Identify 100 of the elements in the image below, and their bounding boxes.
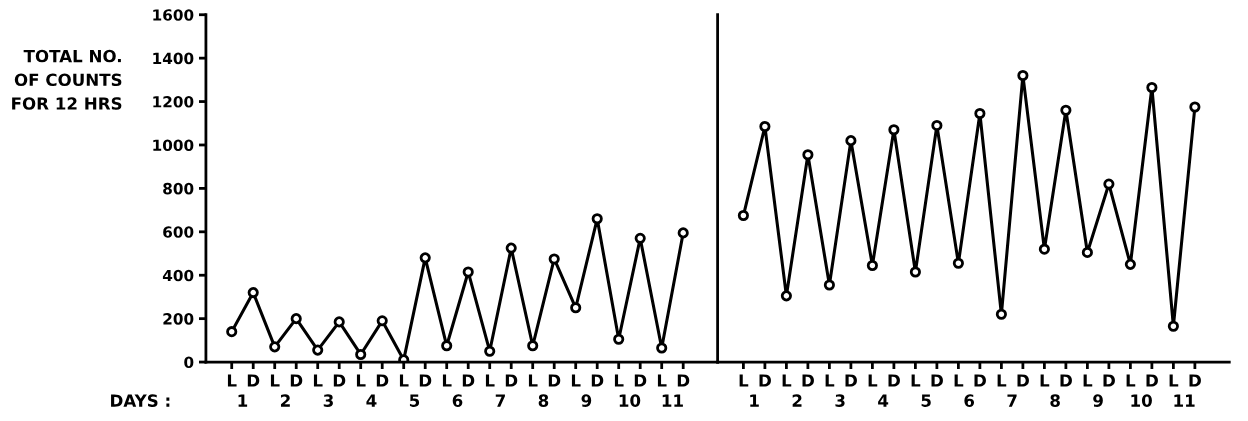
- point: [634, 232, 646, 244]
- x-tick-label: L: [911, 374, 921, 387]
- text: 2: [792, 394, 802, 407]
- x-tick-label: L: [614, 374, 624, 387]
- text: 9: [1093, 394, 1103, 407]
- point: [737, 209, 749, 222]
- point: [1189, 101, 1201, 113]
- point: [759, 120, 771, 133]
- text: 7: [1007, 394, 1017, 407]
- point: [780, 290, 792, 302]
- text: 1: [750, 394, 759, 407]
- point: [1124, 258, 1136, 270]
- point: [931, 119, 943, 131]
- x-tick-label: L: [657, 374, 667, 387]
- point: [484, 345, 496, 357]
- x-tick-label: L: [1083, 374, 1093, 387]
- x-tick-label: L: [270, 374, 280, 387]
- x-tick-label: D: [677, 374, 690, 387]
- point: [823, 279, 835, 291]
- point: [845, 135, 857, 147]
- point: [802, 149, 814, 161]
- x-tick-label: L: [739, 374, 749, 387]
- text: 8: [1050, 394, 1060, 407]
- text: 11: [1174, 394, 1195, 407]
- y-tick-label: 1600: [153, 9, 194, 21]
- point: [909, 266, 921, 278]
- x-tick-label: L: [399, 374, 409, 387]
- text: 9: [581, 394, 592, 407]
- y-tick-label: 1400: [153, 52, 194, 65]
- text: 10: [1131, 394, 1152, 407]
- x-tick-label: D: [931, 374, 943, 387]
- x-tick-label: D: [759, 374, 771, 387]
- x-tick-label: L: [782, 374, 792, 387]
- x-tick-label: L: [485, 374, 495, 387]
- x-tick-label: D: [1146, 374, 1158, 387]
- point: [952, 257, 964, 269]
- text: 5: [921, 394, 931, 407]
- x-tick-label: D: [548, 374, 561, 387]
- point: [419, 252, 431, 264]
- point: [866, 259, 878, 272]
- text: 6: [964, 394, 975, 407]
- point: [527, 340, 539, 352]
- y-tick-label: 600: [163, 226, 194, 238]
- point: [548, 253, 560, 265]
- point: [1017, 69, 1029, 82]
- x-tick-label: D: [505, 374, 518, 387]
- point: [290, 313, 302, 325]
- x-tick-label: L: [313, 374, 323, 387]
- point: [505, 242, 517, 254]
- point: [1038, 243, 1050, 255]
- point: [613, 333, 625, 345]
- x-tick-label: D: [888, 374, 900, 387]
- point: [656, 342, 668, 354]
- y-tick-label: 800: [163, 182, 194, 195]
- point: [1146, 81, 1158, 94]
- point: [269, 341, 281, 353]
- y-tick-label: 1200: [153, 96, 194, 108]
- x-tick-label: D: [634, 374, 647, 387]
- point: [888, 124, 900, 136]
- x-tick-label: D: [333, 374, 346, 387]
- x-tick-label: L: [1040, 374, 1050, 387]
- y-tick-label: 400: [162, 269, 194, 282]
- point: [312, 344, 324, 356]
- point: [974, 107, 986, 120]
- x-axis-title: DAYS :: [111, 394, 170, 407]
- x-tick-label: D: [1060, 374, 1072, 387]
- text: 2: [280, 394, 290, 407]
- point: [1167, 320, 1179, 332]
- point: [1060, 104, 1072, 116]
- point: [355, 348, 367, 361]
- y-tick-label: 200: [163, 313, 194, 325]
- point: [462, 266, 474, 278]
- x-tick-label: L: [356, 374, 366, 387]
- y-tick-label: 0: [184, 356, 194, 369]
- x-tick-label: L: [442, 374, 452, 387]
- point: [995, 308, 1007, 320]
- text: 4: [878, 394, 889, 407]
- x-tick-label: D: [591, 374, 604, 387]
- point: [247, 287, 259, 299]
- x-tick-label: D: [247, 374, 260, 387]
- x-tick-label: D: [419, 374, 432, 387]
- point: [441, 340, 453, 352]
- point: [333, 316, 345, 328]
- y-axis-title: TOTAL NO. OF COUNTS FOR 12 HRS: [12, 49, 122, 110]
- x-tick-label: D: [290, 374, 303, 387]
- text: 5: [409, 394, 420, 407]
- x-tick-label: D: [1017, 374, 1029, 387]
- x-tick-label: D: [845, 374, 857, 387]
- x-tick-label: D: [974, 374, 986, 387]
- text: 10: [619, 394, 641, 407]
- x-tick-label: L: [825, 374, 835, 387]
- point: [570, 302, 582, 314]
- text: 11: [662, 394, 683, 407]
- x-tick-label: L: [997, 374, 1007, 387]
- x-tick-label: D: [462, 374, 475, 387]
- x-tick-label: L: [528, 374, 538, 387]
- x-tick-label: D: [376, 374, 389, 387]
- x-tick-label: L: [868, 374, 878, 387]
- y-tick-label: 1000: [153, 139, 194, 151]
- text: 6: [452, 394, 463, 407]
